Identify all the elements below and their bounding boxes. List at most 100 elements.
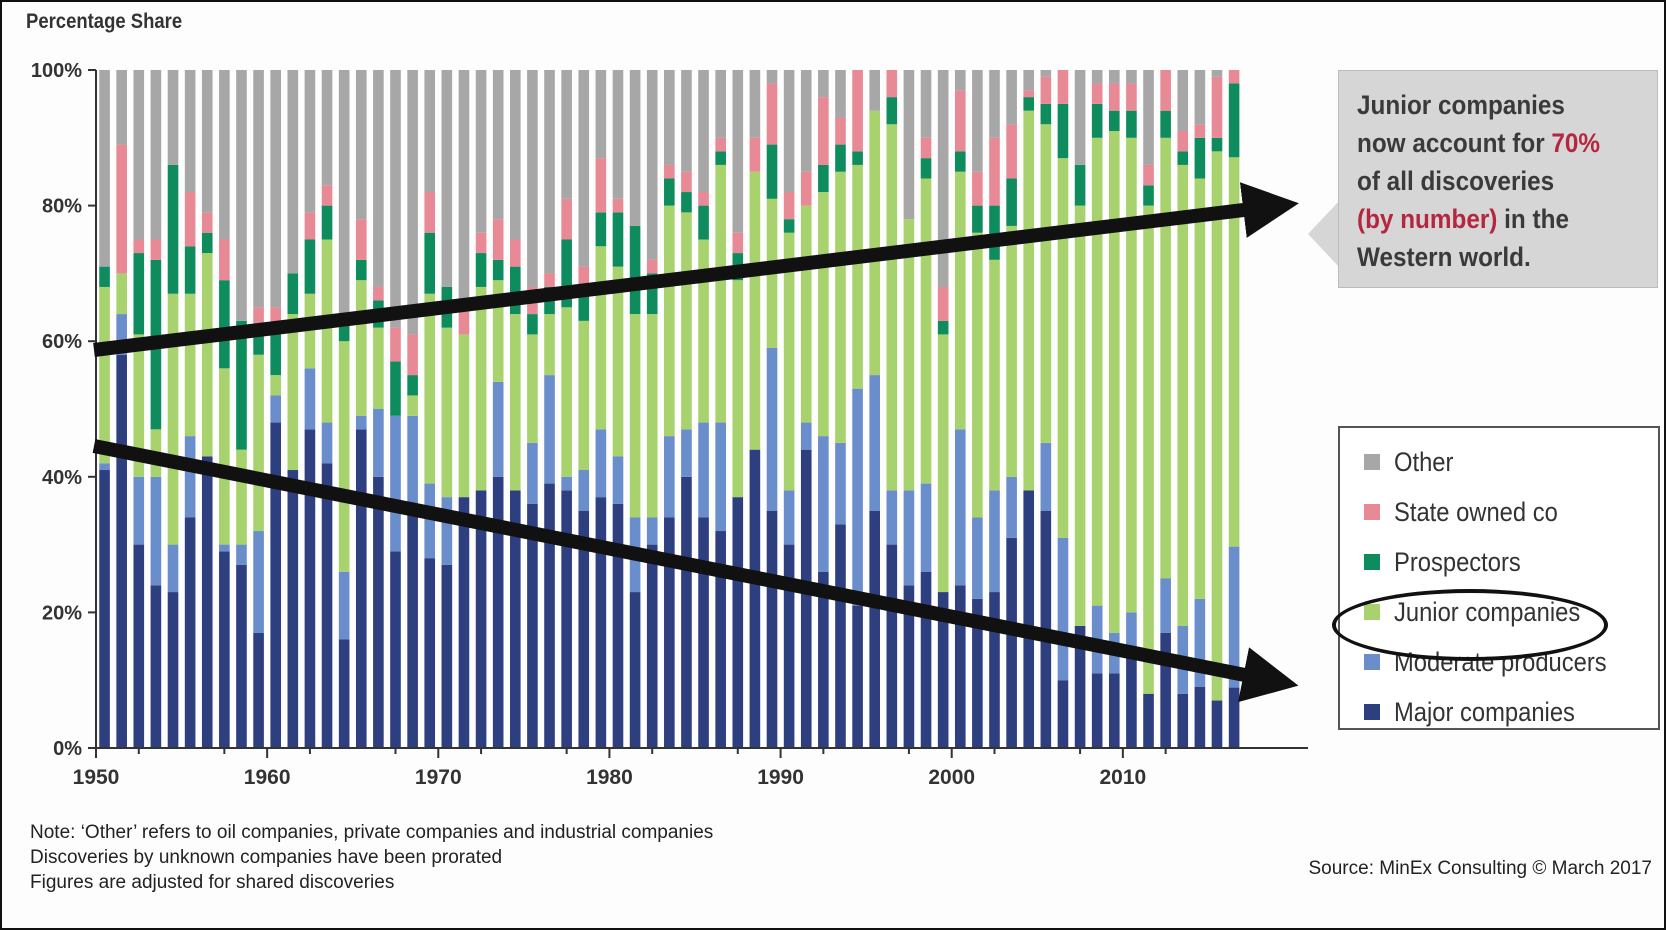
bar-segment-1977-moderate-producers (561, 476, 572, 491)
bar-segment-1996-prospectors (886, 97, 898, 125)
bar-segment-2008-major-companies (1091, 673, 1103, 748)
bar-segment-1962-moderate-producers (304, 368, 316, 430)
bar-segment-1966-moderate-producers (373, 409, 384, 477)
legend-label: Prospectors (1394, 546, 1521, 577)
bar-segment-1991-other (800, 70, 812, 172)
bar-segment-2006-prospectors (1057, 103, 1069, 159)
legend-item-major-companies: Major companies (1364, 692, 1600, 732)
bar-segment-1961-prospectors (287, 273, 299, 315)
bar-segment-1973-prospectors (492, 259, 504, 281)
bar-segment-1973-state-owned-co (492, 219, 504, 260)
bar-segment-2002-major-companies (989, 592, 1000, 748)
callout-line-2: now account for 70% (1357, 124, 1627, 162)
bar-segment-1998-prospectors (920, 158, 932, 179)
bar-segment-1957-moderate-producers (219, 544, 230, 552)
bar-segment-1984-major-companies (681, 476, 692, 748)
trend-arrow-down (92, 439, 1299, 703)
bar-segment-1958-other (236, 70, 247, 321)
bar-segment-2010-junior-companies (1126, 137, 1137, 613)
bar-segment-2012-prospectors (1160, 110, 1171, 138)
bar-segment-2006-junior-companies (1057, 158, 1069, 538)
x-tick-label: 2000 (928, 766, 975, 789)
bar-segment-1992-major-companies (818, 571, 829, 748)
bar-segment-1977-other (561, 70, 572, 199)
bar-segment-2000-other (954, 70, 966, 91)
bar-segment-2013-other (1177, 70, 1189, 132)
bar-segment-2001-major-companies (972, 598, 983, 748)
bar-segment-1966-other (373, 70, 384, 287)
bar-segment-1994-state-owned-co (852, 70, 863, 152)
y-tick-label: 20% (42, 602, 82, 624)
callout-box (1338, 70, 1658, 288)
bar-segment-1954-junior-companies (167, 293, 179, 545)
bar-segment-1956-major-companies (201, 456, 213, 748)
bar-segment-1960-junior-companies (270, 375, 281, 396)
bar-segment-1998-junior-companies (920, 178, 932, 484)
bar-segment-1982-junior-companies (646, 314, 658, 518)
bar-segment-2016-state-owned-co (1228, 70, 1240, 84)
bar-segment-1964-moderate-producers (338, 571, 350, 640)
bar-segment-1972-major-companies (475, 490, 487, 748)
x-tick-label: 1980 (586, 766, 633, 789)
bar-segment-1982-moderate-producers (646, 517, 658, 545)
bar-segment-1973-major-companies (492, 476, 504, 748)
bar-segment-1995-other (869, 70, 880, 111)
bar-segment-1986-prospectors (715, 151, 726, 165)
bar-segment-1952-prospectors (133, 253, 145, 335)
bar-segment-2012-moderate-producers (1160, 578, 1171, 633)
bar-segment-1978-junior-companies (578, 320, 590, 471)
bar-segment-1983-moderate-producers (664, 436, 675, 518)
bar-segment-2005-moderate-producers (1040, 442, 1052, 511)
bar-segment-1998-moderate-producers (920, 483, 932, 572)
bar-segment-2006-state-owned-co (1057, 70, 1069, 104)
bar-segment-1982-major-companies (646, 544, 658, 748)
bar-segment-1951-moderate-producers (116, 314, 127, 355)
legend-swatch (1364, 654, 1380, 670)
bar-segment-1973-junior-companies (492, 280, 504, 382)
bar-segment-1980-moderate-producers (612, 456, 624, 504)
bar-segment-1987-major-companies (732, 497, 744, 748)
bar-segment-1995-major-companies (869, 510, 880, 748)
bar-segment-1997-other (903, 70, 915, 220)
bar-segment-1977-prospectors (561, 239, 572, 308)
bar-segment-1970-junior-companies (441, 327, 453, 498)
bar-segment-1975-moderate-producers (527, 442, 538, 504)
bar-segment-1973-other (492, 70, 504, 220)
bar-segment-2012-junior-companies (1160, 137, 1171, 579)
bar-segment-1984-state-owned-co (681, 171, 692, 193)
legend-item-state-owned-co: State owned co (1364, 492, 1580, 532)
bar-segment-1983-prospectors (664, 178, 675, 206)
bar-segment-1972-prospectors (475, 253, 487, 287)
bar-segment-1966-junior-companies (373, 327, 384, 409)
bar-segment-1960-major-companies (270, 422, 281, 748)
bar-segment-1991-moderate-producers (800, 422, 812, 450)
bar-segment-1952-junior-companies (133, 334, 145, 477)
bar-segment-1988-other (749, 70, 761, 138)
bar-segment-1963-junior-companies (321, 239, 333, 423)
bar-segment-1977-major-companies (561, 490, 572, 748)
note-line-1: Note: ‘Other’ refers to oil companies, p… (30, 822, 714, 843)
bar-segment-1996-junior-companies (886, 124, 898, 491)
bar-segment-1970-major-companies (441, 564, 453, 748)
bar-segment-1969-junior-companies (424, 293, 436, 484)
bar-segment-1980-other (612, 70, 624, 199)
source-credit: Source: MinEx Consulting © March 2017 (1308, 858, 1653, 879)
bar-segment-1959-prospectors (253, 334, 264, 355)
bar-segment-2016-major-companies (1228, 687, 1240, 748)
bar-segment-1951-state-owned-co (116, 144, 127, 274)
bar-segment-1969-major-companies (424, 558, 436, 748)
x-tick-label: 2010 (1099, 766, 1146, 789)
bar-segment-2004-state-owned-co (1023, 90, 1035, 98)
bar-segment-2003-prospectors (1006, 178, 1017, 226)
bar-segment-2007-prospectors (1074, 164, 1086, 206)
bar-segment-1950-other (99, 70, 110, 267)
bar-segment-1979-junior-companies (595, 246, 607, 430)
bar-segment-1983-junior-companies (664, 205, 675, 437)
bar-segment-1969-prospectors (424, 232, 436, 294)
legend-swatch (1364, 554, 1380, 570)
bar-segment-2010-other (1126, 70, 1137, 84)
bar-segment-1994-prospectors (852, 151, 863, 165)
legend-highlight-oval (1332, 589, 1608, 661)
bar-segment-2000-junior-companies (954, 171, 966, 430)
bar-segment-1962-prospectors (304, 239, 316, 294)
